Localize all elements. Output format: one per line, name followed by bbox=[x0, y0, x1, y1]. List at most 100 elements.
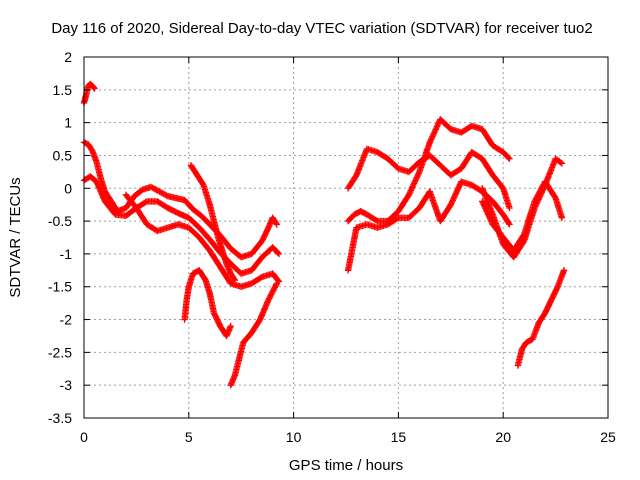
data-point-late-trace-b bbox=[486, 215, 494, 222]
data-point-evening-trace-a bbox=[429, 133, 436, 140]
data-point-evening-trace-c bbox=[505, 219, 512, 227]
data-point-trace-upper-b bbox=[142, 199, 149, 206]
data-point-trace-upper-a bbox=[163, 192, 170, 199]
data-point-late-trace-b bbox=[479, 199, 487, 207]
data-point-late-trace-b bbox=[482, 205, 489, 212]
data-point-evening-trace-a bbox=[505, 154, 512, 161]
chart-title: Day 116 of 2020, Sidereal Day-to-day VTE… bbox=[51, 20, 592, 37]
data-point-evening-trace-a bbox=[433, 124, 440, 132]
data-point-late-trace-b bbox=[484, 211, 492, 218]
data-point-evening-trace-a bbox=[412, 177, 419, 184]
data-point-evening-trace-a bbox=[428, 134, 436, 142]
data-point-evening-trace-c bbox=[448, 198, 456, 206]
series-evening-trace-a bbox=[344, 116, 513, 225]
series-evening-trace-b bbox=[344, 145, 513, 212]
y-tick-label: -1 bbox=[60, 246, 73, 262]
data-point-trace-upper-b bbox=[275, 250, 283, 258]
data-point-evening-trace-a bbox=[414, 172, 421, 180]
data-point-evening-trace-c bbox=[506, 221, 513, 228]
x-tick-label: 15 bbox=[391, 429, 407, 445]
series-late-low-branch bbox=[514, 267, 568, 369]
data-point-evening-trace-a bbox=[434, 121, 441, 129]
data-point-evening-trace-c bbox=[393, 215, 401, 222]
data-point-evening-trace-c bbox=[456, 182, 463, 190]
data-point-evening-trace-a bbox=[429, 131, 437, 139]
x-tick-label: 10 bbox=[286, 429, 302, 445]
data-point-evening-trace-a bbox=[410, 181, 417, 188]
data-point-late-trace-b bbox=[482, 206, 490, 214]
data-point-evening-trace-c bbox=[454, 187, 461, 194]
data-point-evening-trace-a bbox=[431, 129, 438, 136]
y-tick-label: -2 bbox=[60, 312, 73, 328]
y-tick-label: -3 bbox=[60, 377, 73, 393]
data-point-late-trace-b bbox=[479, 198, 486, 205]
data-point-evening-trace-a bbox=[407, 187, 415, 194]
x-axis-label: GPS time / hours bbox=[289, 457, 403, 474]
data-point-evening-trace-a bbox=[433, 123, 441, 130]
y-tick-label: 0 bbox=[64, 180, 72, 196]
data-point-evening-trace-a bbox=[506, 155, 513, 162]
series-late-trace-b bbox=[479, 178, 566, 254]
y-tick-label: 2 bbox=[64, 49, 72, 65]
data-point-late-trace-b bbox=[558, 214, 566, 222]
data-point-evening-trace-c bbox=[451, 192, 458, 200]
plot-frame bbox=[83, 56, 609, 419]
data-point-evening-trace-a bbox=[427, 137, 434, 145]
data-point-evening-trace-c bbox=[450, 194, 458, 201]
data-point-evening-trace-c bbox=[453, 188, 460, 195]
series-dip-segment bbox=[181, 267, 234, 340]
data-point-evening-trace-a bbox=[413, 174, 420, 181]
data-point-late-trace-b bbox=[483, 208, 491, 215]
data-point-evening-trace-b bbox=[506, 204, 513, 212]
y-tick-label: -2.5 bbox=[48, 344, 72, 360]
data-point-evening-trace-a bbox=[406, 190, 413, 197]
data-point-late-trace-b bbox=[488, 218, 495, 225]
data-point-late-trace-b bbox=[486, 213, 493, 221]
x-tick-label: 0 bbox=[80, 429, 88, 445]
data-point-late-trace-b bbox=[484, 209, 491, 217]
data-point-deep-dip-recovery bbox=[272, 281, 280, 289]
data-point-evening-trace-c bbox=[452, 189, 460, 197]
data-point-evening-trace-a bbox=[431, 127, 439, 135]
data-point-late-trace-b bbox=[485, 212, 492, 219]
data-point-trace-lower bbox=[257, 274, 265, 281]
data-point-evening-trace-a bbox=[415, 170, 422, 177]
data-point-rising-branch bbox=[230, 275, 238, 283]
data-point-dip-segment bbox=[227, 322, 234, 330]
data-point-trace-lower bbox=[274, 277, 282, 284]
data-point-evening-trace-a bbox=[427, 136, 435, 143]
data-point-late-trace-b bbox=[480, 201, 487, 208]
data-point-trace-upper-a bbox=[272, 219, 280, 227]
data-point-evening-trace-c bbox=[454, 185, 462, 193]
series-rising-branch bbox=[187, 162, 239, 284]
x-tick-label: 5 bbox=[185, 429, 193, 445]
data-point-evening-trace-c bbox=[452, 191, 459, 198]
data-point-evening-trace-a bbox=[410, 180, 418, 187]
y-tick-label: 1 bbox=[64, 115, 72, 131]
y-tick-label: 0.5 bbox=[53, 147, 73, 163]
data-point-evening-trace-a bbox=[408, 185, 415, 193]
data-point-early-high-cluster bbox=[91, 85, 98, 92]
data-point-evening-trace-a bbox=[426, 139, 434, 146]
data-point-trace-upper-b bbox=[274, 249, 282, 257]
data-point-trace-upper-a bbox=[273, 221, 281, 228]
data-point-late-low-branch bbox=[560, 267, 568, 274]
data-point-evening-trace-a bbox=[435, 120, 442, 127]
data-point-late-trace-a bbox=[558, 160, 566, 167]
x-tick-label: 25 bbox=[600, 429, 616, 445]
data-point-evening-trace-c bbox=[449, 197, 456, 204]
data-point-early-high-cluster bbox=[90, 84, 97, 91]
y-axis-label: SDTVAR / TECUs bbox=[7, 177, 24, 297]
data-point-evening-trace-a bbox=[414, 171, 422, 178]
data-point-evening-trace-a bbox=[411, 178, 418, 186]
data-point-evening-trace-a bbox=[408, 184, 416, 191]
data-point-late-trace-b bbox=[481, 202, 488, 209]
series-trace-lower bbox=[122, 191, 283, 290]
y-tick-label: -3.5 bbox=[48, 410, 72, 426]
data-point-evening-trace-c bbox=[450, 195, 457, 203]
y-tick-label: 1.5 bbox=[53, 82, 73, 98]
data-point-evening-trace-a bbox=[372, 217, 380, 224]
